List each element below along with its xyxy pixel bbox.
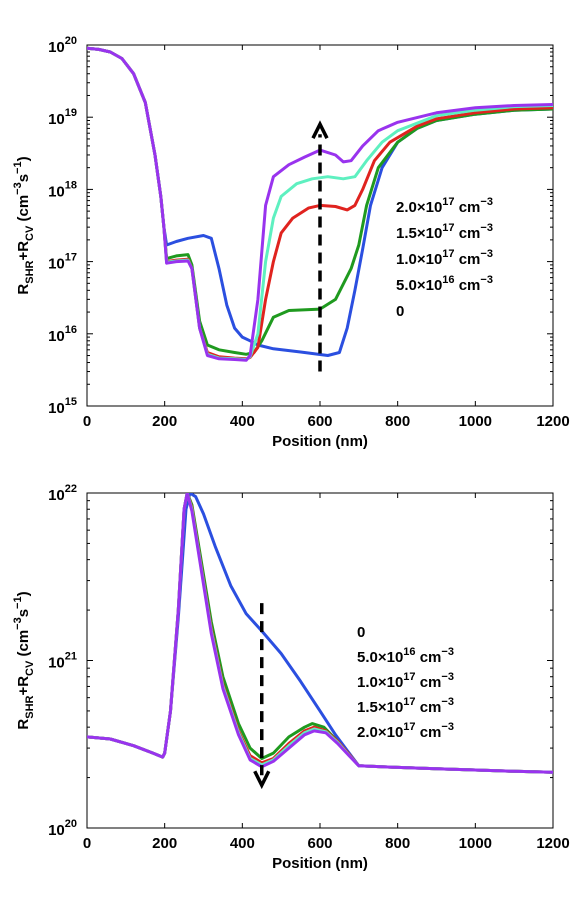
y-tick-label: 1016: [48, 324, 77, 345]
trend-arrow-head: [311, 120, 329, 139]
x-tick-label: 400: [230, 413, 255, 430]
legend-entry: 1.5×1017 cm−3: [396, 222, 493, 242]
chart-1: 0 200 400 600 800 1000 1200 1015 1016 1017 1018 101…: [12, 35, 570, 450]
plot-frame: [86, 492, 554, 829]
series-group: [87, 46, 553, 362]
x-tick-label: 0: [83, 835, 91, 852]
x-tick-label: 800: [385, 835, 410, 852]
x-tick-label: 600: [307, 413, 332, 430]
x-tick-label: 200: [152, 835, 177, 852]
legend-entry: 1.0×1017 cm−3: [357, 671, 454, 691]
legend-entry: 2.0×1017 cm−3: [357, 721, 454, 741]
y-axis-label: RSHR+RCV (cm−3s−1): [12, 591, 36, 729]
y-tick-label: 1015: [48, 396, 77, 417]
x-axis-label: Position (nm): [272, 433, 368, 450]
x-tick-label: 1000: [459, 413, 492, 430]
legend-entry: 0: [357, 624, 365, 641]
y-tick-label: 1018: [48, 179, 77, 200]
legend-entry: 0: [396, 303, 404, 320]
x-tick-label: 400: [230, 835, 255, 852]
legend-entry: 5.0×1016 cm−3: [396, 274, 493, 294]
x-axis-label: Position (nm): [272, 855, 368, 872]
x-tick-label: 0: [83, 413, 91, 430]
y-axis-label: RSHR+RCV (cm−3s−1): [12, 156, 36, 294]
x-tick-label: 1000: [459, 835, 492, 852]
x-tick-label: 1200: [536, 413, 569, 430]
legend-entry: 1.0×1017 cm−3: [396, 248, 493, 268]
y-tick-label: 1020: [48, 818, 77, 839]
legend-entry: 1.5×1017 cm−3: [357, 696, 454, 716]
legend-entry: 5.0×1016 cm−3: [357, 646, 454, 666]
y-tick-label: 1021: [48, 651, 77, 672]
x-tick-label: 600: [307, 835, 332, 852]
x-tick-label: 800: [385, 413, 410, 430]
trend-arrow-head: [253, 770, 271, 790]
series-group: [87, 493, 553, 774]
series-line-5: [87, 493, 553, 774]
chart-2: 0 200 400 600 800 1000 1200 1020 1021 1022 0 5.0×10…: [12, 483, 570, 872]
series-line-5: [87, 46, 553, 362]
y-tick-label: 1020: [48, 35, 77, 56]
x-tick-label: 200: [152, 413, 177, 430]
y-tick-label: 1019: [48, 107, 77, 128]
y-tick-label: 1017: [48, 252, 77, 273]
legend-entry: 2.0×1017 cm−3: [396, 196, 493, 216]
x-tick-label: 1200: [536, 835, 569, 852]
y-tick-label: 1022: [48, 483, 77, 504]
